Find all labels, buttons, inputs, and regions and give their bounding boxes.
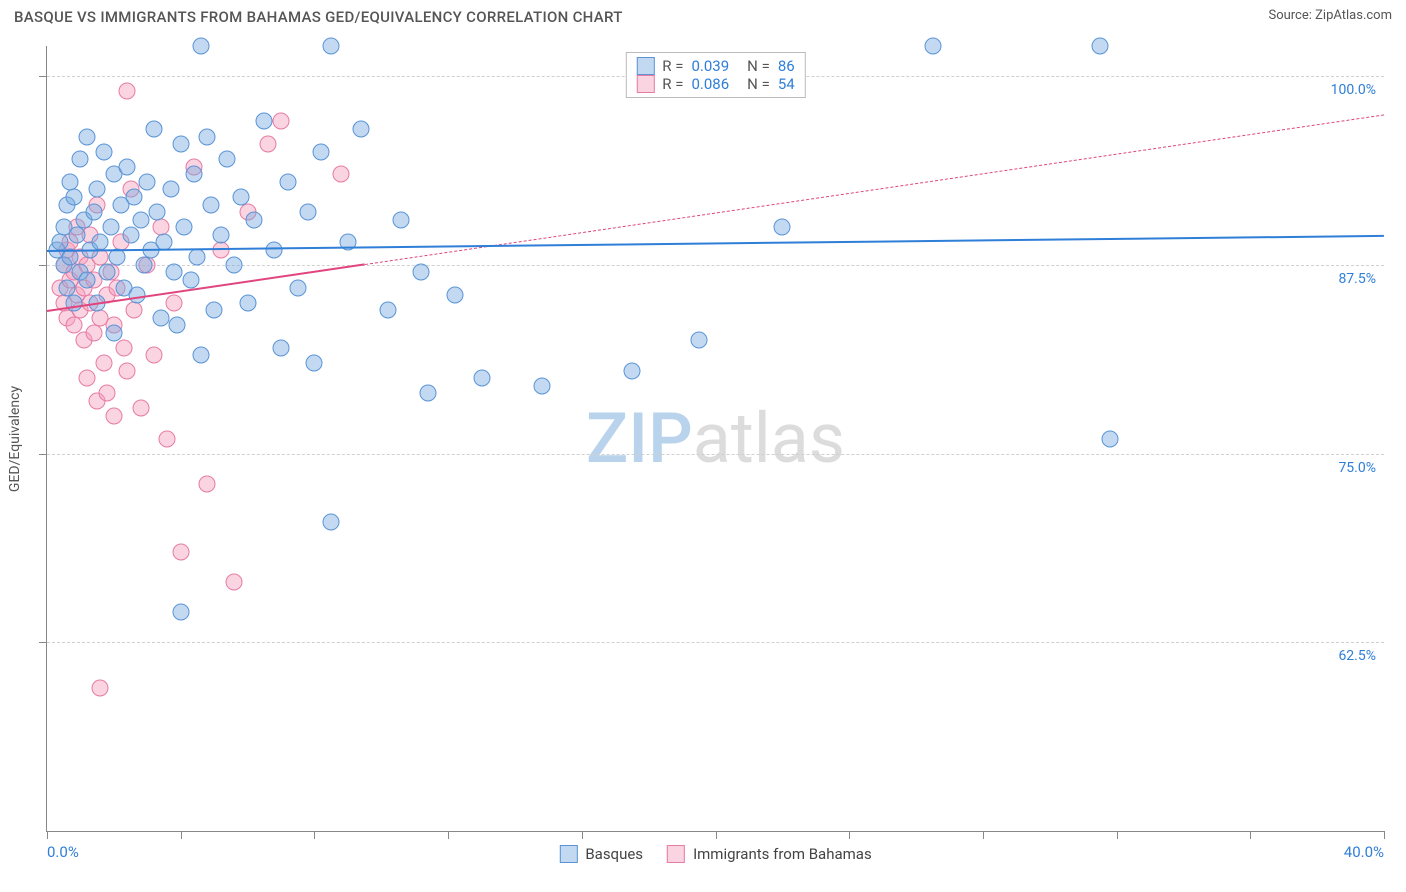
x-tick (181, 831, 182, 839)
legend-item-2: Immigrants from Bahamas (667, 845, 872, 863)
y-tick (39, 265, 47, 266)
legend-label-1: Basques (585, 845, 643, 863)
y-tick (39, 454, 47, 455)
legend-label-2: Immigrants from Bahamas (693, 845, 872, 863)
trend-layer (47, 46, 1384, 831)
source-label: Source: ZipAtlas.com (1268, 8, 1392, 23)
x-tick (448, 831, 449, 839)
x-tick (314, 831, 315, 839)
x-tick (1250, 831, 1251, 839)
n-value-2: 54 (778, 75, 795, 93)
x-tick (582, 831, 583, 839)
r-label: R = (662, 57, 683, 75)
r-value-2: 0.086 (691, 75, 729, 93)
y-axis-title: GED/Equivalency (7, 385, 23, 491)
r-value-1: 0.039 (691, 57, 729, 75)
r-label: R = (662, 75, 683, 93)
title-bar: BASQUE VS IMMIGRANTS FROM BAHAMAS GED/EQ… (0, 0, 1406, 40)
plot-area: ZIPatlas 62.5%75.0%87.5%100.0%0.0%40.0% … (46, 46, 1384, 832)
y-tick (39, 76, 47, 77)
trendline-series-2-solid (47, 264, 365, 313)
x-tick (849, 831, 850, 839)
swatch-series-1 (636, 57, 654, 75)
legend-item-1: Basques (559, 845, 643, 863)
bottom-legend: Basques Immigrants from Bahamas (559, 845, 871, 863)
x-tick (1384, 831, 1385, 839)
trendline-series-1 (47, 235, 1384, 252)
chart-title: BASQUE VS IMMIGRANTS FROM BAHAMAS GED/EQ… (14, 8, 623, 26)
x-tick (1117, 831, 1118, 839)
n-label: N = (747, 57, 770, 75)
legend-swatch-2 (667, 845, 685, 863)
stats-row-2: R = 0.086 N = 54 (636, 75, 794, 93)
n-label: N = (747, 75, 770, 93)
stats-row-1: R = 0.039 N = 86 (636, 57, 794, 75)
legend-swatch-1 (559, 845, 577, 863)
stats-box: R = 0.039 N = 86 R = 0.086 N = 54 (625, 52, 805, 98)
n-value-1: 86 (778, 57, 795, 75)
x-tick (716, 831, 717, 839)
x-tick (47, 831, 48, 839)
swatch-series-2 (636, 75, 654, 93)
x-end-label: 0.0% (47, 843, 79, 861)
x-end-label: 40.0% (1344, 843, 1384, 861)
y-tick (39, 642, 47, 643)
x-tick (983, 831, 984, 839)
